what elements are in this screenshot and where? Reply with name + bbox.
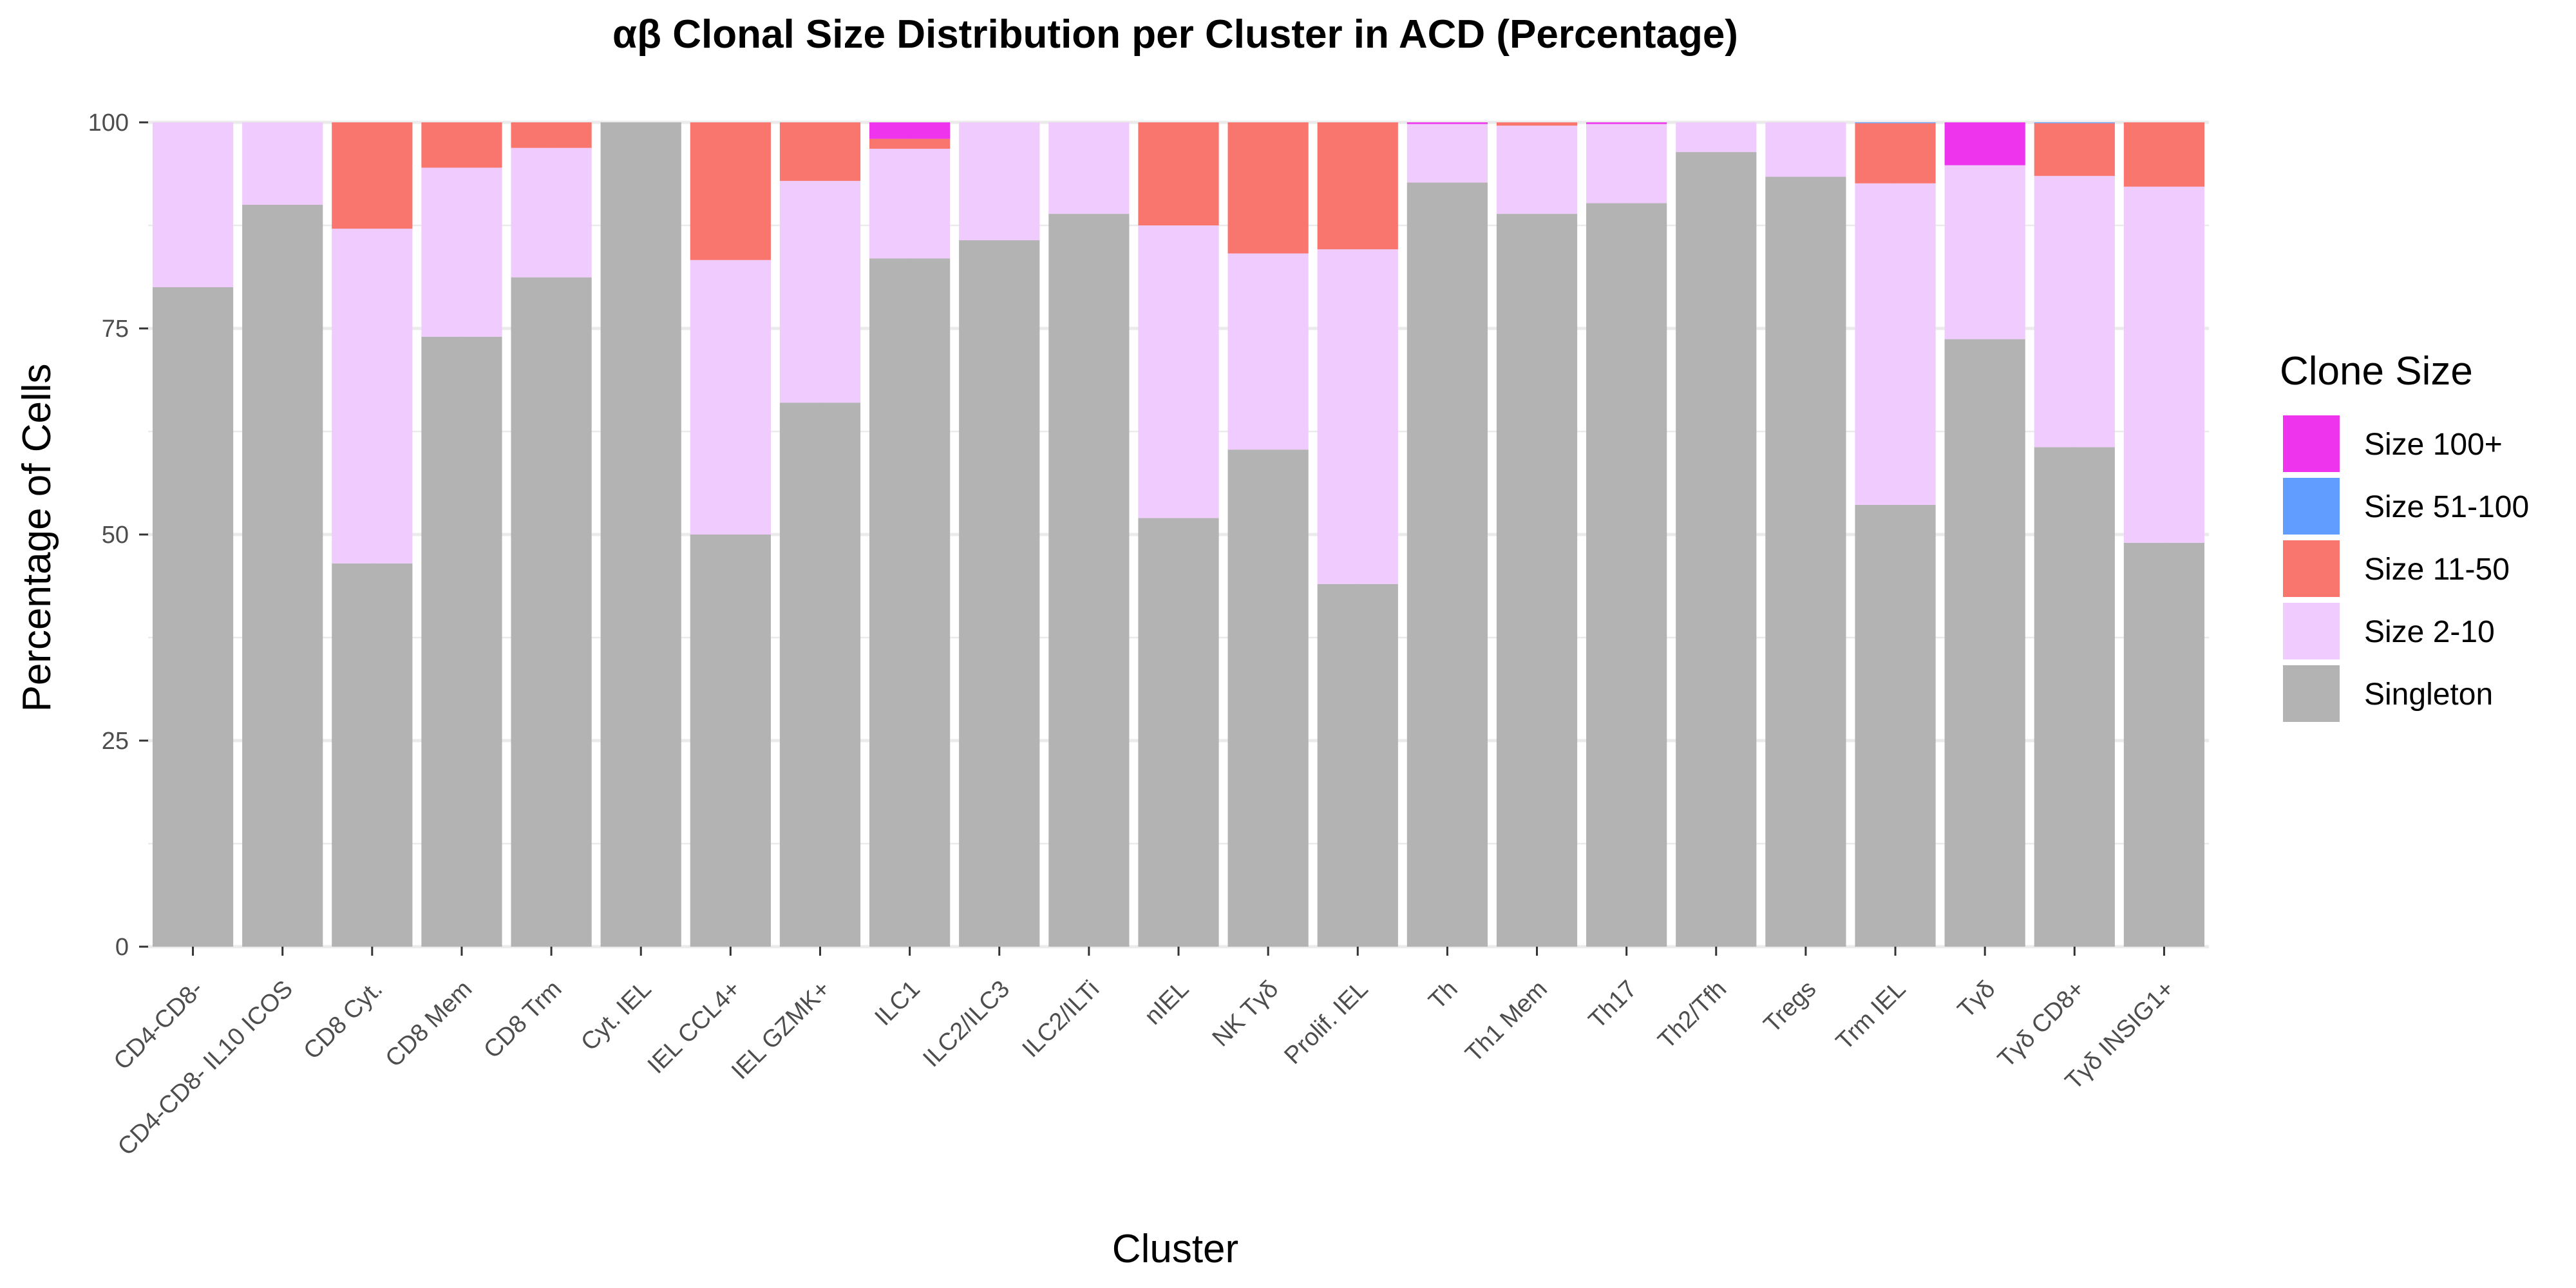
- bar-prolif-iel-size-11-50: [1317, 122, 1398, 250]
- bar-t-size-2-10: [1944, 165, 2025, 339]
- bar-cd4-cd8-singleton: [152, 287, 234, 947]
- bar-niel-size-2-10: [1138, 225, 1219, 518]
- bars-group: [152, 122, 2205, 947]
- bar-t-cd8-size-11-50: [2034, 123, 2115, 176]
- bar-th17-size-100: [1586, 122, 1667, 124]
- legend-swatch-singleton: [2283, 665, 2340, 722]
- bar-cyt-iel-singleton: [600, 122, 681, 947]
- bar-cd4-cd8-size-2-10: [152, 122, 234, 287]
- bar-niel-singleton: [1138, 518, 1219, 947]
- bar-cd8-trm-size-11-50: [511, 122, 592, 148]
- bar-cd4-cd8-il10-icos-size-2-10: [242, 122, 323, 205]
- bar-th2-tfh-size-2-10: [1676, 122, 1757, 153]
- x-axis-title: Cluster: [1112, 1227, 1238, 1271]
- bar-niel-size-11-50: [1138, 122, 1219, 225]
- bar-trm-iel-singleton: [1855, 504, 1936, 947]
- bar-trm-iel-size-51-100: [1855, 122, 1936, 124]
- bar-cd8-mem-size-11-50: [421, 122, 502, 168]
- bar-iel-gzmk-size-11-50: [779, 122, 861, 181]
- bar-t-insig1-size-2-10: [2123, 186, 2205, 543]
- y-tick-label: 0: [115, 934, 129, 961]
- bar-iel-ccl4-size-11-50: [690, 122, 771, 260]
- bar-cd8-cyt-size-2-10: [332, 229, 413, 564]
- bar-t-singleton: [1944, 339, 2025, 947]
- bar-prolif-iel-size-2-10: [1317, 249, 1398, 584]
- bar-th1-mem-size-2-10: [1496, 126, 1578, 214]
- bar-t-cd8-size-2-10: [2034, 176, 2115, 448]
- bar-trm-iel-size-2-10: [1855, 183, 1936, 505]
- legend-swatch-size-100: [2283, 415, 2340, 472]
- bar-prolif-iel-singleton: [1317, 583, 1398, 947]
- bar-iel-gzmk-size-2-10: [779, 180, 861, 403]
- bar-t-cd8-size-51-100: [2034, 122, 2115, 124]
- bar-iel-ccl4-singleton: [690, 535, 771, 947]
- bar-th-size-100: [1406, 122, 1488, 124]
- bar-ilc2-ilti-singleton: [1048, 214, 1130, 947]
- bar-th-singleton: [1406, 182, 1488, 947]
- y-axis-title: Percentage of Cells: [15, 363, 59, 712]
- legend-label-singleton: Singleton: [2364, 677, 2493, 712]
- bar-cd8-cyt-size-11-50: [332, 122, 413, 229]
- legend-swatch-size-11-50: [2283, 540, 2340, 597]
- bar-nk-t-size-11-50: [1227, 122, 1309, 254]
- bar-ilc1-size-100: [869, 122, 951, 139]
- y-tick-label: 50: [102, 522, 129, 549]
- legend-title: Clone Size: [2280, 349, 2473, 393]
- bar-nk-t-singleton: [1227, 450, 1309, 947]
- bar-t-insig1-singleton: [2123, 542, 2205, 947]
- bar-ilc1-size-11-50: [869, 138, 951, 149]
- bar-cd8-mem-size-2-10: [421, 167, 502, 337]
- bar-ilc2-ilc3-singleton: [959, 240, 1040, 947]
- bar-tregs-singleton: [1765, 176, 1846, 947]
- bar-th17-singleton: [1586, 203, 1667, 947]
- y-tick-label: 100: [88, 109, 129, 137]
- bar-tregs-size-2-10: [1765, 122, 1846, 177]
- legend-label-size-11-50: Size 11-50: [2364, 553, 2510, 587]
- legend-swatch-size-51-100: [2283, 478, 2340, 535]
- bar-ilc1-singleton: [869, 258, 951, 947]
- bar-th-size-2-10: [1406, 124, 1488, 183]
- legend: Clone Size Size 100+ Size 51-100 Size 11-5…: [2280, 349, 2529, 722]
- legend-label-size-2-10: Size 2-10: [2364, 615, 2495, 649]
- bar-ilc1-size-2-10: [869, 148, 951, 259]
- bar-t-cd8-singleton: [2034, 447, 2115, 947]
- bar-iel-gzmk-singleton: [779, 402, 861, 947]
- bar-cd8-cyt-singleton: [332, 563, 413, 947]
- bar-ilc2-ilc3-size-2-10: [959, 122, 1040, 241]
- bar-nk-t-size-2-10: [1227, 253, 1309, 450]
- bar-iel-ccl4-size-2-10: [690, 260, 771, 535]
- bar-th17-size-2-10: [1586, 124, 1667, 204]
- bar-cd8-trm-size-2-10: [511, 147, 592, 278]
- chart-title: αβ Clonal Size Distribution per Cluster …: [612, 12, 1738, 57]
- bar-ilc2-ilti-size-2-10: [1048, 122, 1130, 214]
- bar-t-insig1-size-11-50: [2123, 122, 2205, 187]
- bar-th1-mem-singleton: [1496, 214, 1578, 947]
- legend-swatch-size-2-10: [2283, 603, 2340, 659]
- bar-th1-mem-size-11-50: [1496, 122, 1578, 126]
- bar-t-size-100: [1944, 122, 2025, 166]
- bar-cd8-mem-singleton: [421, 336, 502, 947]
- legend-label-size-100: Size 100+: [2364, 428, 2503, 462]
- bar-cd4-cd8-il10-icos-singleton: [242, 205, 323, 947]
- y-tick-label: 75: [102, 316, 129, 343]
- y-tick-label: 25: [102, 728, 129, 755]
- bar-th2-tfh-singleton: [1676, 152, 1757, 947]
- bar-trm-iel-size-11-50: [1855, 123, 1936, 184]
- legend-label-size-51-100: Size 51-100: [2364, 490, 2529, 524]
- y-axis: 0 25 50 75 100: [88, 109, 148, 961]
- bar-cd8-trm-singleton: [511, 277, 592, 947]
